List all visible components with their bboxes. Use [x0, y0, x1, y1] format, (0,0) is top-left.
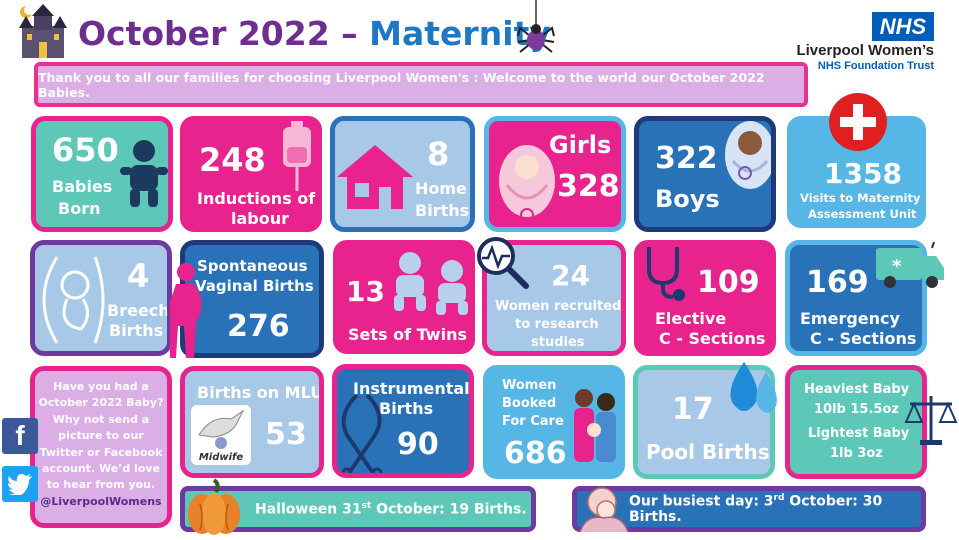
breech-value: 4: [127, 257, 150, 295]
inductions-label-1: Inductions of: [197, 189, 316, 208]
twins-icon: [386, 249, 470, 323]
babies-born-tile: 650 Babies Born: [31, 116, 173, 232]
twitter-icon[interactable]: [2, 466, 38, 502]
girls-label: Girls: [549, 131, 612, 159]
twins-value: 13: [346, 275, 385, 308]
social-handle: @LiverpoolWomens: [40, 494, 162, 508]
mau-label-1: Visits to Maternity: [800, 191, 921, 205]
stork-icon: Midwife: [191, 405, 251, 465]
breech-label-2: Births: [109, 321, 164, 340]
baby-boy-icon: [723, 121, 771, 195]
home-births-label-2: Births: [415, 201, 470, 220]
heaviest-label: Heaviest Baby: [804, 382, 910, 397]
emergency-value: 169: [806, 265, 869, 300]
midwife-text: Midwife: [198, 452, 244, 463]
pumpkin-icon: [186, 478, 242, 536]
spontaneous-births-tile: Spontaneous Vaginal Births 276: [180, 240, 324, 358]
mlu-births-tile: Births on MLU Midwife 53: [180, 366, 324, 478]
svb-label-1: Spontaneous: [197, 257, 308, 275]
mau-value: 1358: [824, 157, 902, 190]
instrumental-label-2: Births: [379, 399, 434, 418]
emergency-label-1: Emergency: [800, 309, 900, 328]
twins-label: Sets of Twins: [348, 325, 467, 344]
busiest-day-banner: Our busiest day: 3rd October: 30 Births.: [572, 486, 926, 532]
baby-icon: [120, 139, 168, 215]
booked-value: 686: [504, 436, 567, 471]
babies-born-label-2: Born: [58, 199, 101, 218]
instrumental-value: 90: [397, 427, 439, 462]
forceps-icon: [337, 393, 387, 473]
heaviest-value: 10lb 15.5oz: [814, 402, 899, 417]
instrumental-births-tile: Instrumental Births 90: [332, 364, 474, 478]
booked-label-1: Women: [502, 378, 557, 393]
research-label-2: to research: [515, 317, 599, 332]
emergency-label-2: C - Sections: [810, 329, 917, 348]
home-births-label-1: Home: [415, 179, 467, 198]
breech-births-tile: 4 Breech Births: [30, 240, 172, 356]
halloween-text: Halloween 31st October: 19 Births.: [255, 500, 527, 518]
research-tile: 24 Women recruited to research studies: [482, 240, 626, 356]
family-icon: [570, 386, 620, 474]
home-births-tile: 8 Home Births: [330, 116, 475, 232]
lightest-label: Lightest Baby: [808, 426, 910, 441]
boys-label: Boys: [655, 185, 720, 213]
svg-text:*: *: [892, 256, 902, 277]
booked-label-3: For Care: [502, 414, 564, 429]
svb-label-2: Vaginal Births: [195, 277, 314, 295]
breech-label-1: Breech: [107, 301, 170, 320]
research-label-3: studies: [531, 335, 585, 350]
research-value: 24: [551, 259, 590, 292]
lightest-value: 1lb 3oz: [830, 446, 883, 461]
twins-tile: 13 Sets of Twins: [333, 240, 475, 354]
mau-label-2: Assessment Unit: [808, 207, 917, 221]
iv-bag-icon: [279, 121, 315, 195]
research-label-1: Women recruited: [495, 299, 622, 314]
elective-c-section-tile: 109 Elective C - Sections: [634, 240, 776, 356]
busiest-day-text: Our busiest day: 3rd October: 30 Births.: [629, 492, 883, 526]
thank-you-banner: Thank you to all our families for choosi…: [34, 62, 808, 107]
baby-girl-icon: [497, 141, 557, 227]
baby-weights-tile: Heaviest Baby 10lb 15.5oz Lightest Baby …: [785, 365, 927, 479]
page-title: October 2022 – Maternity: [78, 14, 551, 53]
social-invite-text: Have you had a October 2022 Baby? Why no…: [35, 379, 167, 510]
babies-born-value: 650: [52, 131, 119, 169]
inductions-value: 248: [199, 141, 266, 179]
stethoscope-icon: [641, 245, 691, 305]
booked-label-2: Booked: [502, 396, 557, 411]
pregnant-woman-icon: [168, 262, 208, 358]
magnifier-icon: [474, 234, 530, 290]
elective-label-1: Elective: [655, 309, 727, 328]
mlu-value: 53: [265, 417, 307, 452]
inductions-tile: 248 Inductions of labour: [180, 116, 322, 232]
elective-value: 109: [697, 265, 760, 300]
elective-label-2: C - Sections: [659, 329, 766, 348]
nhs-logo: NHS: [872, 12, 934, 41]
baby-hug-icon: [576, 484, 632, 536]
org-subtitle: NHS Foundation Trust: [817, 60, 934, 72]
facebook-icon[interactable]: f: [2, 418, 38, 454]
home-births-value: 8: [427, 135, 450, 173]
medical-cross-icon: [828, 92, 888, 152]
boys-value: 322: [655, 141, 718, 176]
mlu-label: Births on MLU: [197, 383, 324, 402]
ambulance-icon: *: [874, 240, 946, 290]
water-drops-icon: [722, 358, 782, 422]
instrumental-label-1: Instrumental: [353, 379, 470, 398]
inductions-label-2: labour: [231, 209, 290, 228]
org-name: Liverpool Women’s: [796, 42, 934, 59]
girls-value: 328: [557, 169, 620, 204]
booked-care-tile: Women Booked For Care 686: [483, 365, 625, 479]
castle-icon: [14, 4, 72, 60]
scales-icon: [904, 392, 958, 448]
fetus-icon: [37, 255, 107, 349]
babies-born-label-1: Babies: [52, 177, 113, 196]
svb-value: 276: [227, 309, 290, 344]
social-invite-tile: Have you had a October 2022 Baby? Why no…: [30, 366, 172, 528]
house-icon: [335, 141, 415, 215]
boys-tile: 322 Boys: [634, 116, 776, 232]
girls-tile: Girls 328: [484, 116, 626, 232]
pool-value: 17: [672, 392, 714, 427]
pool-label: Pool Births: [646, 440, 770, 464]
spider-icon: [516, 0, 556, 60]
